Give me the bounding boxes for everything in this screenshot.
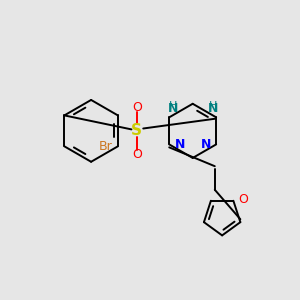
Text: S: S (131, 123, 142, 138)
Text: N: N (168, 102, 178, 115)
Text: O: O (132, 148, 142, 161)
Text: O: O (132, 101, 142, 114)
Text: Br: Br (99, 140, 112, 153)
Text: N: N (200, 138, 211, 151)
Text: O: O (239, 193, 249, 206)
Text: N: N (175, 138, 185, 151)
Text: H: H (169, 101, 177, 111)
Text: N: N (207, 102, 218, 115)
Text: H: H (208, 101, 217, 111)
